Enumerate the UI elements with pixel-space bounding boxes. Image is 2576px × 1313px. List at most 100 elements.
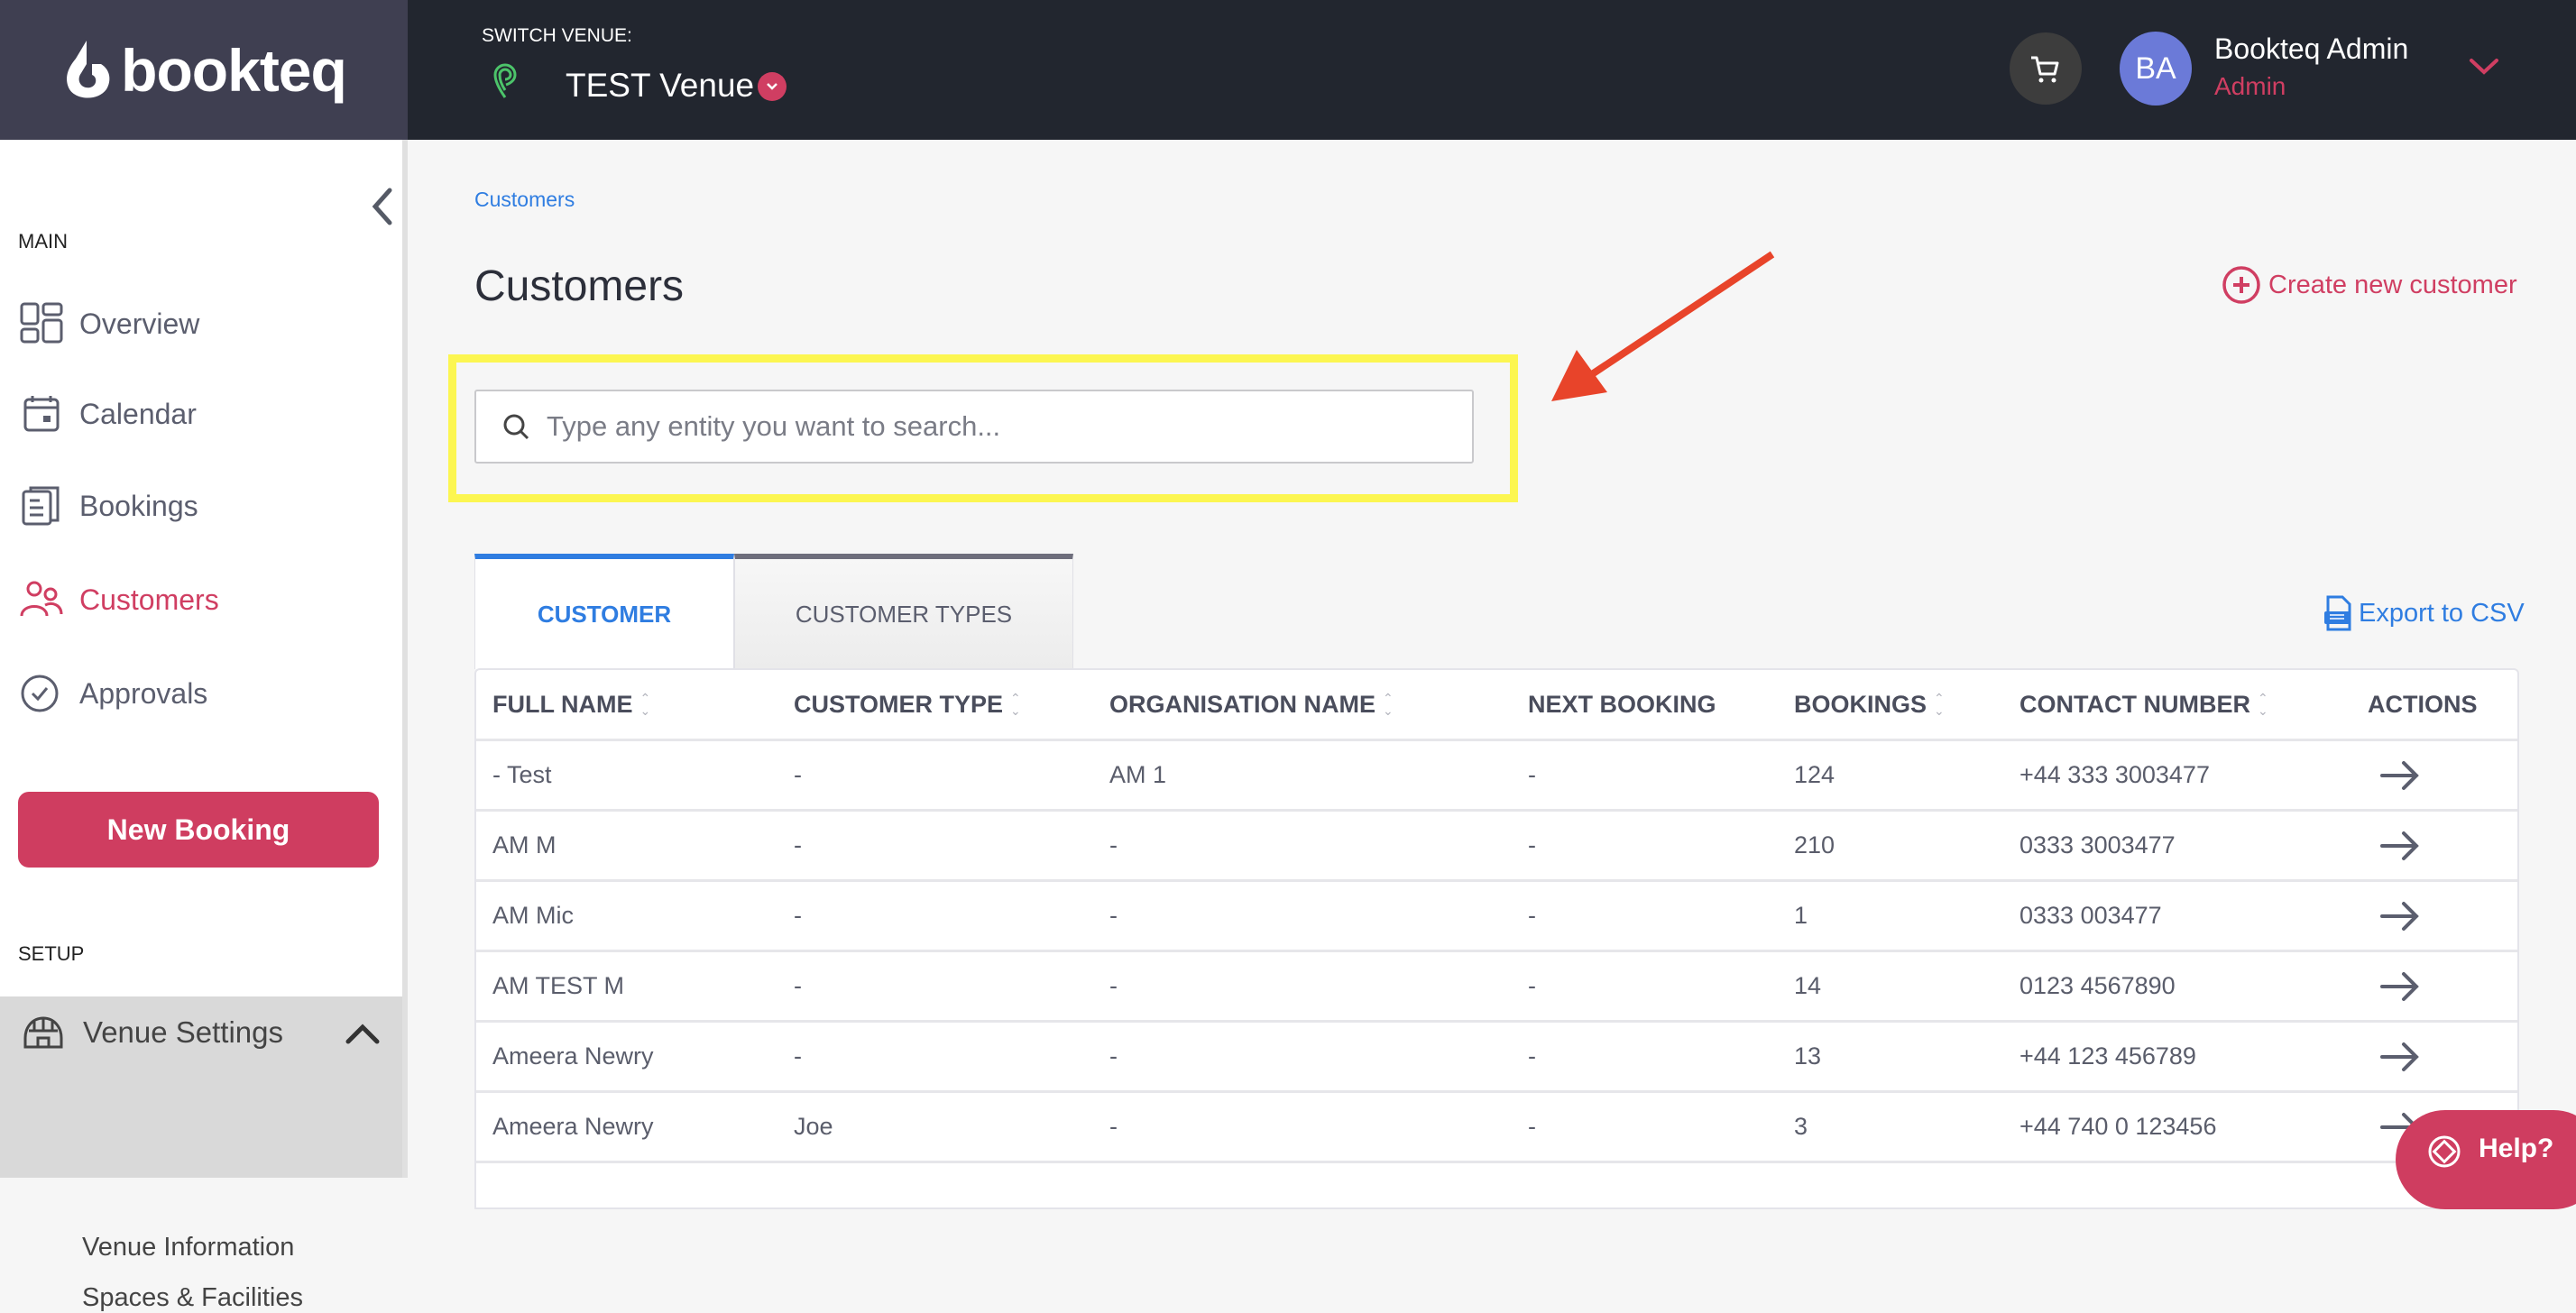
column-header[interactable]: CUSTOMER TYPE ⌃ ⌄ — [794, 670, 1021, 739]
setup-section-label: SETUP — [18, 942, 85, 965]
top-header: bookteq SWITCH VENUE: TEST Venue BA Book… — [0, 0, 2576, 140]
sort-icon[interactable]: ⌃ ⌄ — [1934, 691, 1945, 718]
user-menu-chevron-icon[interactable] — [2468, 56, 2500, 78]
sidebar-item-customers[interactable]: Customers — [20, 578, 219, 621]
table-cell: - — [1109, 1042, 1118, 1070]
view-arrow-icon[interactable] — [2380, 882, 2420, 950]
column-header-label: CONTACT NUMBER — [2019, 690, 2250, 718]
avatar[interactable]: BA — [2120, 32, 2192, 106]
table-cell: - — [794, 831, 802, 858]
table-cell: 0333 3003477 — [2019, 831, 2176, 858]
table-cell: - — [1109, 972, 1118, 999]
table-cell: - — [1528, 1042, 1536, 1070]
table-cell: - — [1109, 831, 1118, 858]
table-row[interactable]: AM TEST M - - - 14 0123 4567890 — [476, 952, 2517, 1023]
table-cell: - — [794, 1042, 802, 1070]
view-arrow-icon[interactable] — [2380, 741, 2420, 809]
column-header-label: BOOKINGS — [1794, 690, 1927, 718]
globe-icon — [2428, 1135, 2461, 1168]
sidebar: MAIN Overview Calendar Bookings Customer… — [0, 140, 408, 1312]
sidebar-item-bookings[interactable]: Bookings — [20, 484, 198, 528]
table-cell: 0333 003477 — [2019, 902, 2162, 929]
table-cell: AM TEST M — [492, 972, 625, 999]
table-cell: 14 — [1794, 972, 1822, 999]
table-cell: - — [794, 972, 802, 999]
table-cell: 124 — [1794, 761, 1835, 788]
sidebar-item-label: Customers — [79, 583, 219, 616]
venue-name[interactable]: TEST Venue — [566, 67, 755, 104]
table-cell: Ameera Newry — [492, 1042, 654, 1070]
table-cell: - Test — [492, 761, 552, 788]
venue-settings-group: Venue Settings Venue Information Spaces … — [0, 996, 402, 1312]
logo-text: bookteq — [121, 36, 347, 104]
table-row[interactable]: AM Mic - - - 1 0333 003477 — [476, 882, 2517, 952]
sidebar-item-calendar[interactable]: Calendar — [20, 392, 197, 436]
bookings-icon — [22, 486, 60, 526]
export-csv-button[interactable]: Export to CSV — [2323, 595, 2525, 631]
sidebar-subitem-venue-information[interactable]: Venue Information — [82, 1233, 295, 1262]
sort-icon[interactable]: ⌃ ⌄ — [639, 691, 651, 718]
plus-circle-icon — [2222, 266, 2260, 304]
user-name[interactable]: Bookteq Admin — [2214, 32, 2409, 65]
search-field[interactable] — [474, 390, 1474, 464]
table-cell: Ameera Newry — [492, 1113, 654, 1140]
table-cell: - — [1528, 972, 1536, 999]
table-row[interactable]: Ameera Newry - - - 13 +44 123 456789 — [476, 1023, 2517, 1093]
export-csv-label: Export to CSV — [2359, 598, 2525, 628]
cart-button[interactable] — [2010, 32, 2082, 105]
venue-dropdown-chevron-icon[interactable] — [758, 72, 787, 101]
page-title: Customers — [474, 262, 685, 310]
column-header[interactable]: CONTACT NUMBER ⌃ ⌄ — [2019, 670, 2268, 739]
main-section-label: MAIN — [18, 230, 68, 252]
tab-customer[interactable]: CUSTOMER — [474, 554, 734, 669]
calendar-icon — [23, 396, 60, 432]
table-cell: +44 123 456789 — [2019, 1042, 2196, 1070]
column-header: NEXT BOOKING — [1528, 670, 1716, 739]
column-header-label: ACTIONS — [2368, 690, 2478, 718]
bookteq-drop-icon — [67, 40, 110, 98]
column-header-label: ORGANISATION NAME — [1109, 690, 1375, 718]
chevron-up-icon[interactable] — [345, 1022, 381, 1045]
sort-icon[interactable]: ⌃ ⌄ — [1010, 691, 1021, 718]
table-row[interactable]: Ameera Newry Joe - - 3 +44 740 0 123456 — [476, 1093, 2517, 1163]
sort-icon[interactable]: ⌃ ⌄ — [2257, 691, 2268, 718]
user-role: Admin — [2214, 72, 2286, 100]
grid-icon — [20, 302, 63, 344]
view-arrow-icon[interactable] — [2380, 1023, 2420, 1090]
column-header[interactable]: FULL NAME ⌃ ⌄ — [492, 670, 650, 739]
venue-settings-toggle[interactable]: Venue Settings — [22, 1015, 283, 1051]
help-label: Help? — [2479, 1134, 2554, 1163]
sidebar-item-overview[interactable]: Overview — [20, 302, 199, 345]
create-new-customer-button[interactable]: Create new customer — [2222, 265, 2517, 305]
column-header[interactable]: ORGANISATION NAME ⌃ ⌄ — [1109, 670, 1394, 739]
table-cell: 210 — [1794, 831, 1835, 858]
sidebar-subitem-spaces-facilities[interactable]: Spaces & Facilities — [82, 1283, 303, 1312]
table-cell: +44 333 3003477 — [2019, 761, 2210, 788]
view-arrow-icon[interactable] — [2380, 812, 2420, 879]
annotation-arrow-icon — [1551, 251, 1775, 401]
table-row[interactable]: - Test - AM 1 - 124 +44 333 3003477 — [476, 741, 2517, 812]
collapse-sidebar-chevron-icon[interactable] — [370, 187, 395, 226]
table-cell: AM 1 — [1109, 761, 1167, 788]
table-cell: - — [794, 761, 802, 788]
logo[interactable]: bookteq — [0, 0, 408, 140]
table-cell: AM M — [492, 831, 557, 858]
table-row[interactable]: AM M - - - 210 0333 3003477 — [476, 812, 2517, 882]
column-header-label: CUSTOMER TYPE — [794, 690, 1004, 718]
breadcrumb[interactable]: Customers — [474, 188, 575, 211]
column-header-label: FULL NAME — [492, 690, 633, 718]
sidebar-item-label: Calendar — [79, 397, 197, 430]
venue-settings-label: Venue Settings — [83, 1015, 284, 1049]
help-button[interactable]: Help? — [2396, 1110, 2576, 1209]
table-cell: - — [1528, 831, 1536, 858]
sort-icon[interactable]: ⌃ ⌄ — [1383, 691, 1394, 718]
sidebar-item-approvals[interactable]: Approvals — [20, 672, 207, 715]
csv-file-icon — [2324, 595, 2351, 631]
cart-icon — [2031, 56, 2059, 83]
new-booking-button[interactable]: New Booking — [18, 792, 379, 868]
tab-customer-types[interactable]: CUSTOMER TYPES — [734, 554, 1073, 669]
column-header[interactable]: BOOKINGS ⌃ ⌄ — [1794, 670, 1945, 739]
view-arrow-icon[interactable] — [2380, 952, 2420, 1020]
create-new-customer-label: Create new customer — [2268, 270, 2517, 299]
search-input[interactable] — [547, 410, 1358, 443]
